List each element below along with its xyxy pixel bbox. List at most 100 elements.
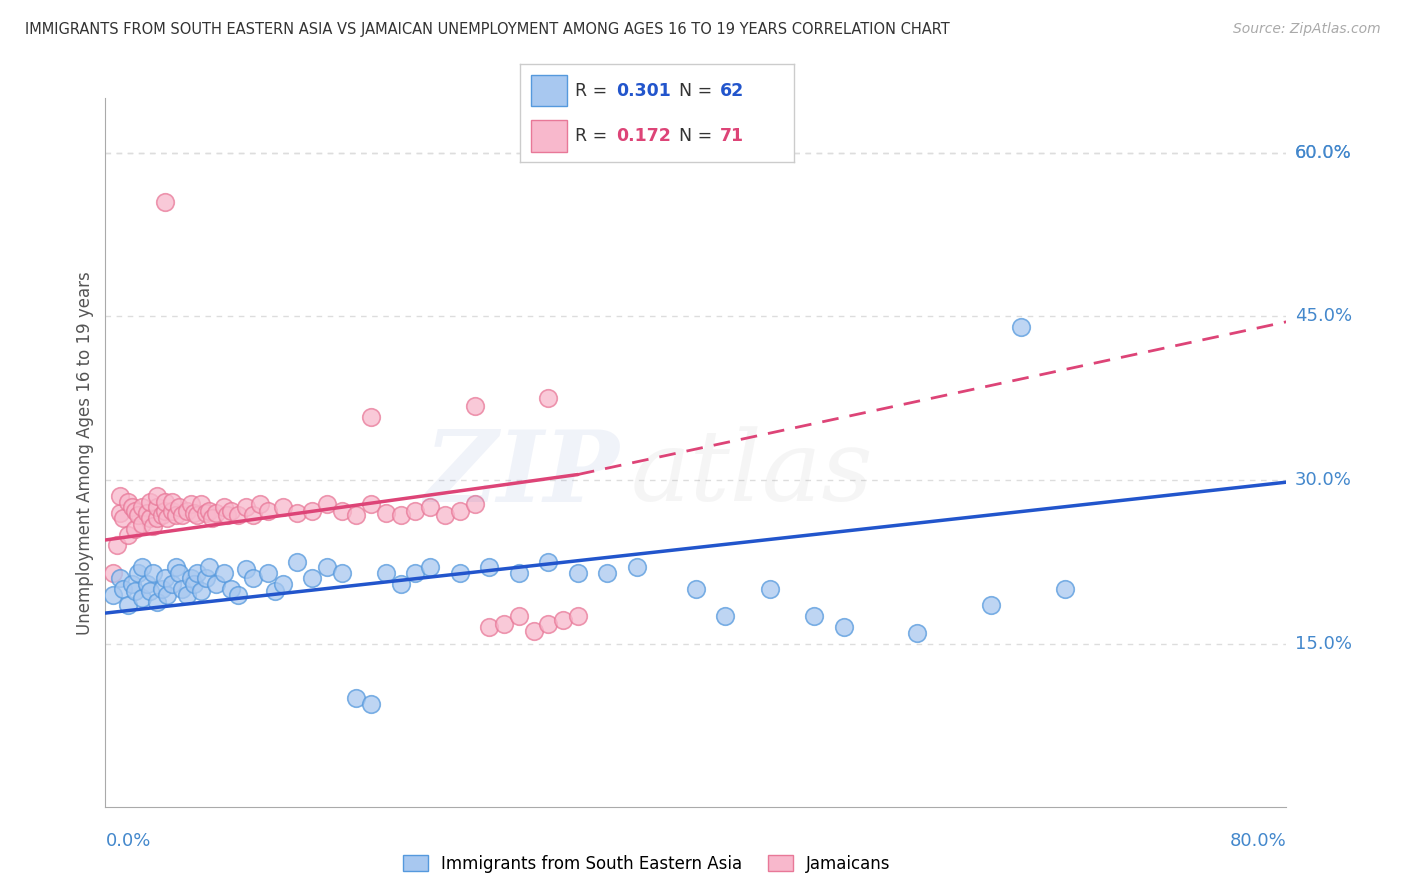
Text: 45.0%: 45.0% [1295,308,1353,326]
Point [463,399,486,413]
Point [759,582,782,596]
Point [256,503,278,517]
Point [172,508,194,522]
Point [212,566,235,580]
Text: N =: N = [679,82,718,100]
Point [131,560,153,574]
Point [127,508,149,522]
Text: ZIP: ZIP [425,425,619,522]
Point [271,576,294,591]
Point [165,560,187,574]
Point [226,588,250,602]
Point [287,555,309,569]
Point [153,503,176,517]
Point [226,508,250,522]
Point [146,595,169,609]
Point [242,571,264,585]
Text: R =: R = [575,127,613,145]
Point [169,500,191,515]
Point [131,500,153,515]
Point [160,576,183,591]
Point [186,566,208,580]
Point [131,591,153,605]
Point [567,609,589,624]
Point [121,500,143,515]
Point [190,497,212,511]
Point [346,691,368,706]
Text: 0.0%: 0.0% [105,832,150,850]
Point [249,497,271,511]
Point [117,495,139,509]
Point [596,566,619,580]
Point [205,506,228,520]
Point [172,582,194,596]
Point [131,516,153,531]
Point [404,566,426,580]
Point [190,584,212,599]
Point [301,503,323,517]
Point [389,576,412,591]
Text: 30.0%: 30.0% [1295,471,1351,489]
Point [537,555,560,569]
Point [330,503,353,517]
Point [463,497,486,511]
Text: 62: 62 [720,82,745,100]
Text: 71: 71 [720,127,745,145]
Point [124,522,146,536]
Y-axis label: Unemployment Among Ages 16 to 19 years: Unemployment Among Ages 16 to 19 years [76,271,94,634]
Point [360,697,382,711]
Text: N =: N = [679,127,718,145]
Point [551,613,574,627]
Point [146,500,169,515]
Point [374,566,396,580]
Point [1054,582,1077,596]
Point [714,609,737,624]
Point [212,500,235,515]
Point [301,571,323,585]
Point [235,562,257,576]
Point [832,620,855,634]
Point [205,576,228,591]
Text: 80.0%: 80.0% [1230,832,1286,850]
Point [360,497,382,511]
FancyBboxPatch shape [531,120,567,152]
Point [153,571,176,585]
Point [508,566,530,580]
Point [567,566,589,580]
Point [186,508,208,522]
Point [101,588,124,602]
Point [626,560,648,574]
Text: 0.172: 0.172 [616,127,671,145]
Point [169,566,191,580]
Point [153,194,176,209]
Point [180,571,202,585]
Point [110,571,132,585]
Point [449,566,471,580]
Point [124,584,146,599]
Point [127,566,149,580]
Point [360,409,382,424]
Point [180,497,202,511]
Point [194,506,217,520]
Point [150,508,173,522]
Point [537,617,560,632]
Point [374,506,396,520]
Text: 15.0%: 15.0% [1295,634,1351,653]
Point [160,503,183,517]
Text: Source: ZipAtlas.com: Source: ZipAtlas.com [1233,22,1381,37]
Text: atlas: atlas [631,426,873,522]
Point [522,624,544,638]
Point [146,489,169,503]
Text: R =: R = [575,82,613,100]
Point [346,508,368,522]
Point [135,506,157,520]
Text: 0.301: 0.301 [616,82,671,100]
Point [215,508,238,522]
Point [142,566,165,580]
Point [905,625,928,640]
FancyBboxPatch shape [531,75,567,106]
Legend: Immigrants from South Eastern Asia, Jamaicans: Immigrants from South Eastern Asia, Jama… [396,848,897,880]
Point [201,511,224,525]
Point [537,391,560,405]
Point [219,503,242,517]
